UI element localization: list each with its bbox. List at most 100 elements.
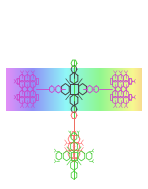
Bar bbox=[138, 68, 139, 111]
Bar bbox=[11, 68, 12, 111]
Bar bbox=[37, 68, 38, 111]
Bar bbox=[86, 68, 87, 111]
Bar bbox=[89, 68, 90, 111]
Bar bbox=[19, 68, 20, 111]
Bar bbox=[31, 68, 32, 111]
Bar bbox=[113, 68, 114, 111]
Bar bbox=[62, 68, 63, 111]
Bar bbox=[15, 68, 16, 111]
Bar bbox=[32, 68, 33, 111]
Bar bbox=[135, 68, 136, 111]
Bar bbox=[128, 68, 129, 111]
Bar bbox=[140, 68, 141, 111]
Bar bbox=[12, 68, 13, 111]
Bar bbox=[99, 68, 100, 111]
Bar bbox=[115, 68, 116, 111]
Bar bbox=[60, 68, 61, 111]
Bar bbox=[107, 68, 108, 111]
Bar bbox=[10, 68, 11, 111]
Bar bbox=[94, 68, 95, 111]
Bar bbox=[6, 68, 7, 111]
Bar bbox=[106, 68, 107, 111]
Bar bbox=[77, 68, 78, 111]
Bar bbox=[6, 68, 7, 111]
Bar bbox=[97, 68, 98, 111]
Bar bbox=[73, 68, 74, 111]
Bar bbox=[25, 68, 26, 111]
Bar bbox=[65, 68, 66, 111]
Bar bbox=[59, 68, 60, 111]
Bar bbox=[33, 68, 34, 111]
Bar bbox=[28, 68, 29, 111]
Bar bbox=[49, 68, 50, 111]
Bar bbox=[81, 68, 82, 111]
Bar bbox=[29, 68, 30, 111]
Bar bbox=[13, 68, 14, 111]
Bar bbox=[20, 68, 21, 111]
Bar bbox=[134, 68, 135, 111]
Bar bbox=[139, 68, 140, 111]
Bar bbox=[14, 68, 15, 111]
Bar bbox=[84, 68, 85, 111]
Bar bbox=[48, 68, 49, 111]
Bar bbox=[55, 68, 56, 111]
Bar bbox=[137, 68, 138, 111]
Bar bbox=[133, 68, 134, 111]
Bar bbox=[104, 68, 105, 111]
Bar bbox=[26, 68, 27, 111]
Bar bbox=[94, 68, 95, 111]
Bar bbox=[21, 68, 22, 111]
Bar bbox=[20, 68, 21, 111]
Bar bbox=[96, 68, 97, 111]
Bar bbox=[40, 68, 41, 111]
Bar bbox=[30, 68, 31, 111]
Bar bbox=[50, 68, 51, 111]
Bar bbox=[72, 68, 73, 111]
Bar bbox=[64, 68, 65, 111]
Bar bbox=[29, 68, 30, 111]
Bar bbox=[39, 68, 40, 111]
Bar bbox=[137, 68, 138, 111]
Bar bbox=[69, 68, 70, 111]
Bar bbox=[54, 68, 55, 111]
Bar bbox=[109, 68, 110, 111]
Bar bbox=[101, 68, 102, 111]
Bar bbox=[102, 68, 103, 111]
Bar bbox=[38, 68, 39, 111]
Bar bbox=[123, 68, 124, 111]
Bar bbox=[110, 68, 111, 111]
Bar bbox=[119, 68, 120, 111]
Bar bbox=[49, 68, 50, 111]
Bar bbox=[128, 68, 129, 111]
Bar bbox=[80, 68, 81, 111]
Bar bbox=[105, 68, 106, 111]
Bar bbox=[90, 68, 91, 111]
Bar bbox=[50, 68, 51, 111]
Bar bbox=[35, 68, 36, 111]
Bar bbox=[121, 68, 122, 111]
Bar bbox=[91, 68, 92, 111]
Bar bbox=[118, 68, 119, 111]
Bar bbox=[25, 68, 26, 111]
Bar bbox=[139, 68, 140, 111]
Bar bbox=[76, 68, 77, 111]
Bar bbox=[7, 68, 8, 111]
Bar bbox=[120, 68, 121, 111]
Bar bbox=[132, 68, 133, 111]
Bar bbox=[109, 68, 110, 111]
Bar bbox=[122, 68, 123, 111]
Bar bbox=[130, 68, 131, 111]
Bar bbox=[47, 68, 48, 111]
Bar bbox=[103, 68, 104, 111]
Bar bbox=[61, 68, 62, 111]
Bar bbox=[45, 68, 46, 111]
Bar bbox=[92, 68, 93, 111]
Bar bbox=[123, 68, 124, 111]
Bar bbox=[23, 68, 24, 111]
Bar bbox=[8, 68, 9, 111]
Bar bbox=[85, 68, 86, 111]
Bar bbox=[87, 68, 88, 111]
Bar bbox=[83, 68, 84, 111]
Bar bbox=[138, 68, 139, 111]
Bar bbox=[53, 68, 54, 111]
